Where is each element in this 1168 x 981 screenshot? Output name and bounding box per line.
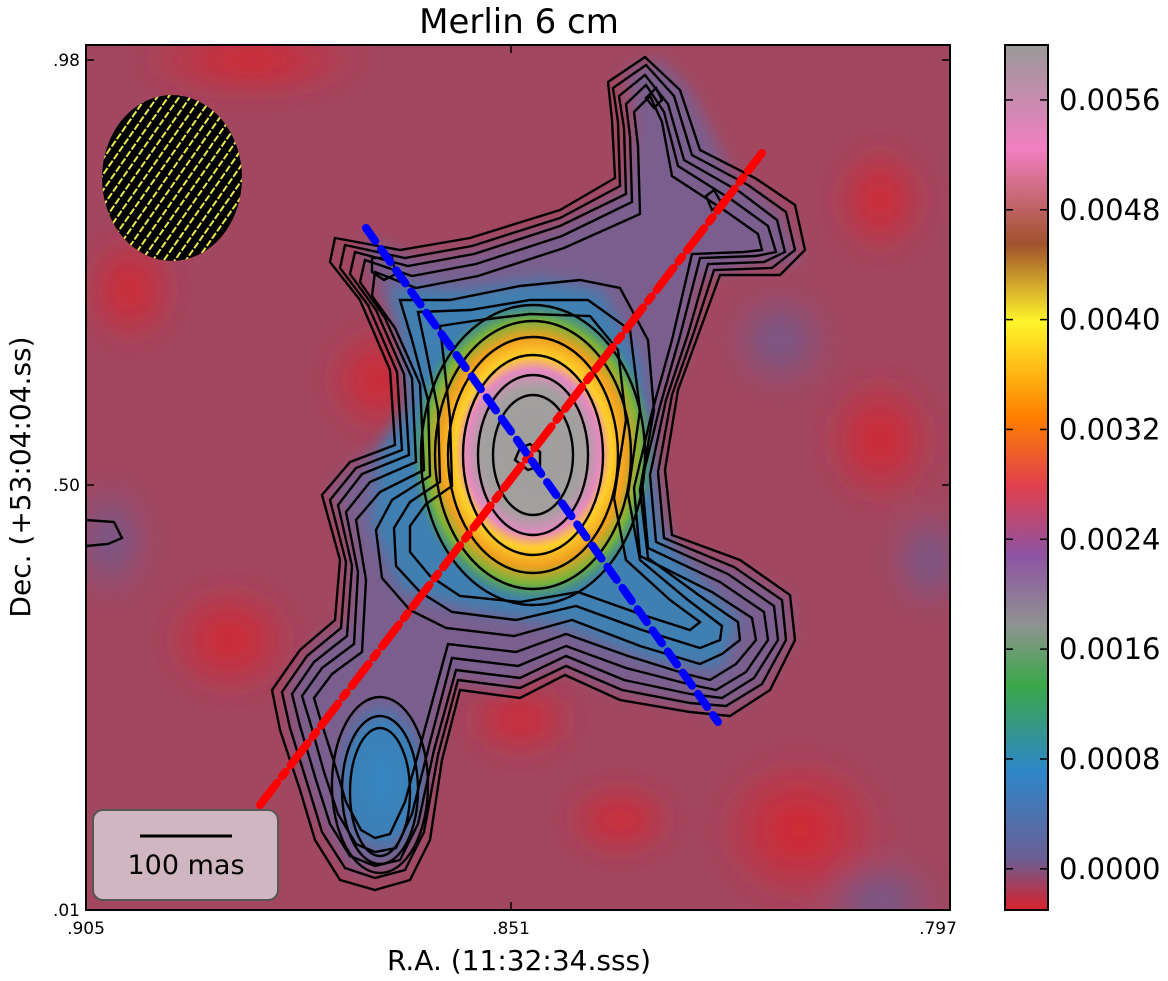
contour-south-3 [348,726,412,858]
contour-ne-peak [644,85,664,110]
red-axis-line [256,149,766,809]
plot-frame [85,44,951,911]
y-tick-label: .01 [53,901,80,921]
x-tick-label: .905 [67,919,105,939]
contour-10 [433,319,633,591]
colorbar-tick-label: 0.0024 [1059,522,1160,556]
x-axis-label: R.A. (11:32:34.sss) [387,944,651,977]
contour-9 [419,303,647,607]
colorbar-tick-label: 0.0008 [1059,742,1160,776]
colorbar-tick-label: 0.0016 [1059,632,1160,666]
contour-south-1 [330,695,430,875]
scalebar: 100 mas [92,809,279,901]
y-tick-label: .50 [53,476,80,496]
contour-south-2 [340,714,420,866]
contour-5 [312,93,764,840]
y-axis-label: Dec. (+53:04:04.ss) [4,336,37,617]
colorbar-tick-label: 0.0032 [1059,412,1160,446]
colorbar-gradient [1004,44,1049,911]
contour-11 [446,335,620,575]
contour-4 [300,83,778,854]
contour-west-edge [86,518,124,548]
scalebar-label: 100 mas [127,850,244,881]
contour-14 [491,393,575,517]
x-tick-label: .851 [492,919,530,939]
background-variations [86,45,950,910]
colorbar-tick-label: 0.0056 [1059,83,1160,117]
y-tick-label: .98 [53,51,80,71]
scalebar-box [92,809,279,901]
blue-axis-line [362,224,722,726]
contour-7 [392,298,724,650]
chart-title: Merlin 6 cm [419,2,619,42]
colorbar-tick-label: 0.0000 [1059,852,1160,886]
colorbar-ticks: 0.0056 0.0048 0.0040 0.0032 0.0024 0.0016 0.00… [1005,83,1160,886]
x-tick-label: .797 [919,919,957,939]
contour-6 [374,278,742,666]
beam-ellipse [102,95,242,261]
colorbar-tick-label: 0.0048 [1059,193,1160,227]
contour-3 [290,73,787,868]
contour-13 [476,373,590,537]
colorbar-tick-label: 0.0040 [1059,303,1160,337]
axis-ticks [86,45,950,910]
plot-area: 100 mas [86,45,950,910]
contour-12 [461,353,605,557]
colorbar: 0.0056 0.0048 0.0040 0.0032 0.0024 0.0016 0.00… [1004,44,1160,911]
